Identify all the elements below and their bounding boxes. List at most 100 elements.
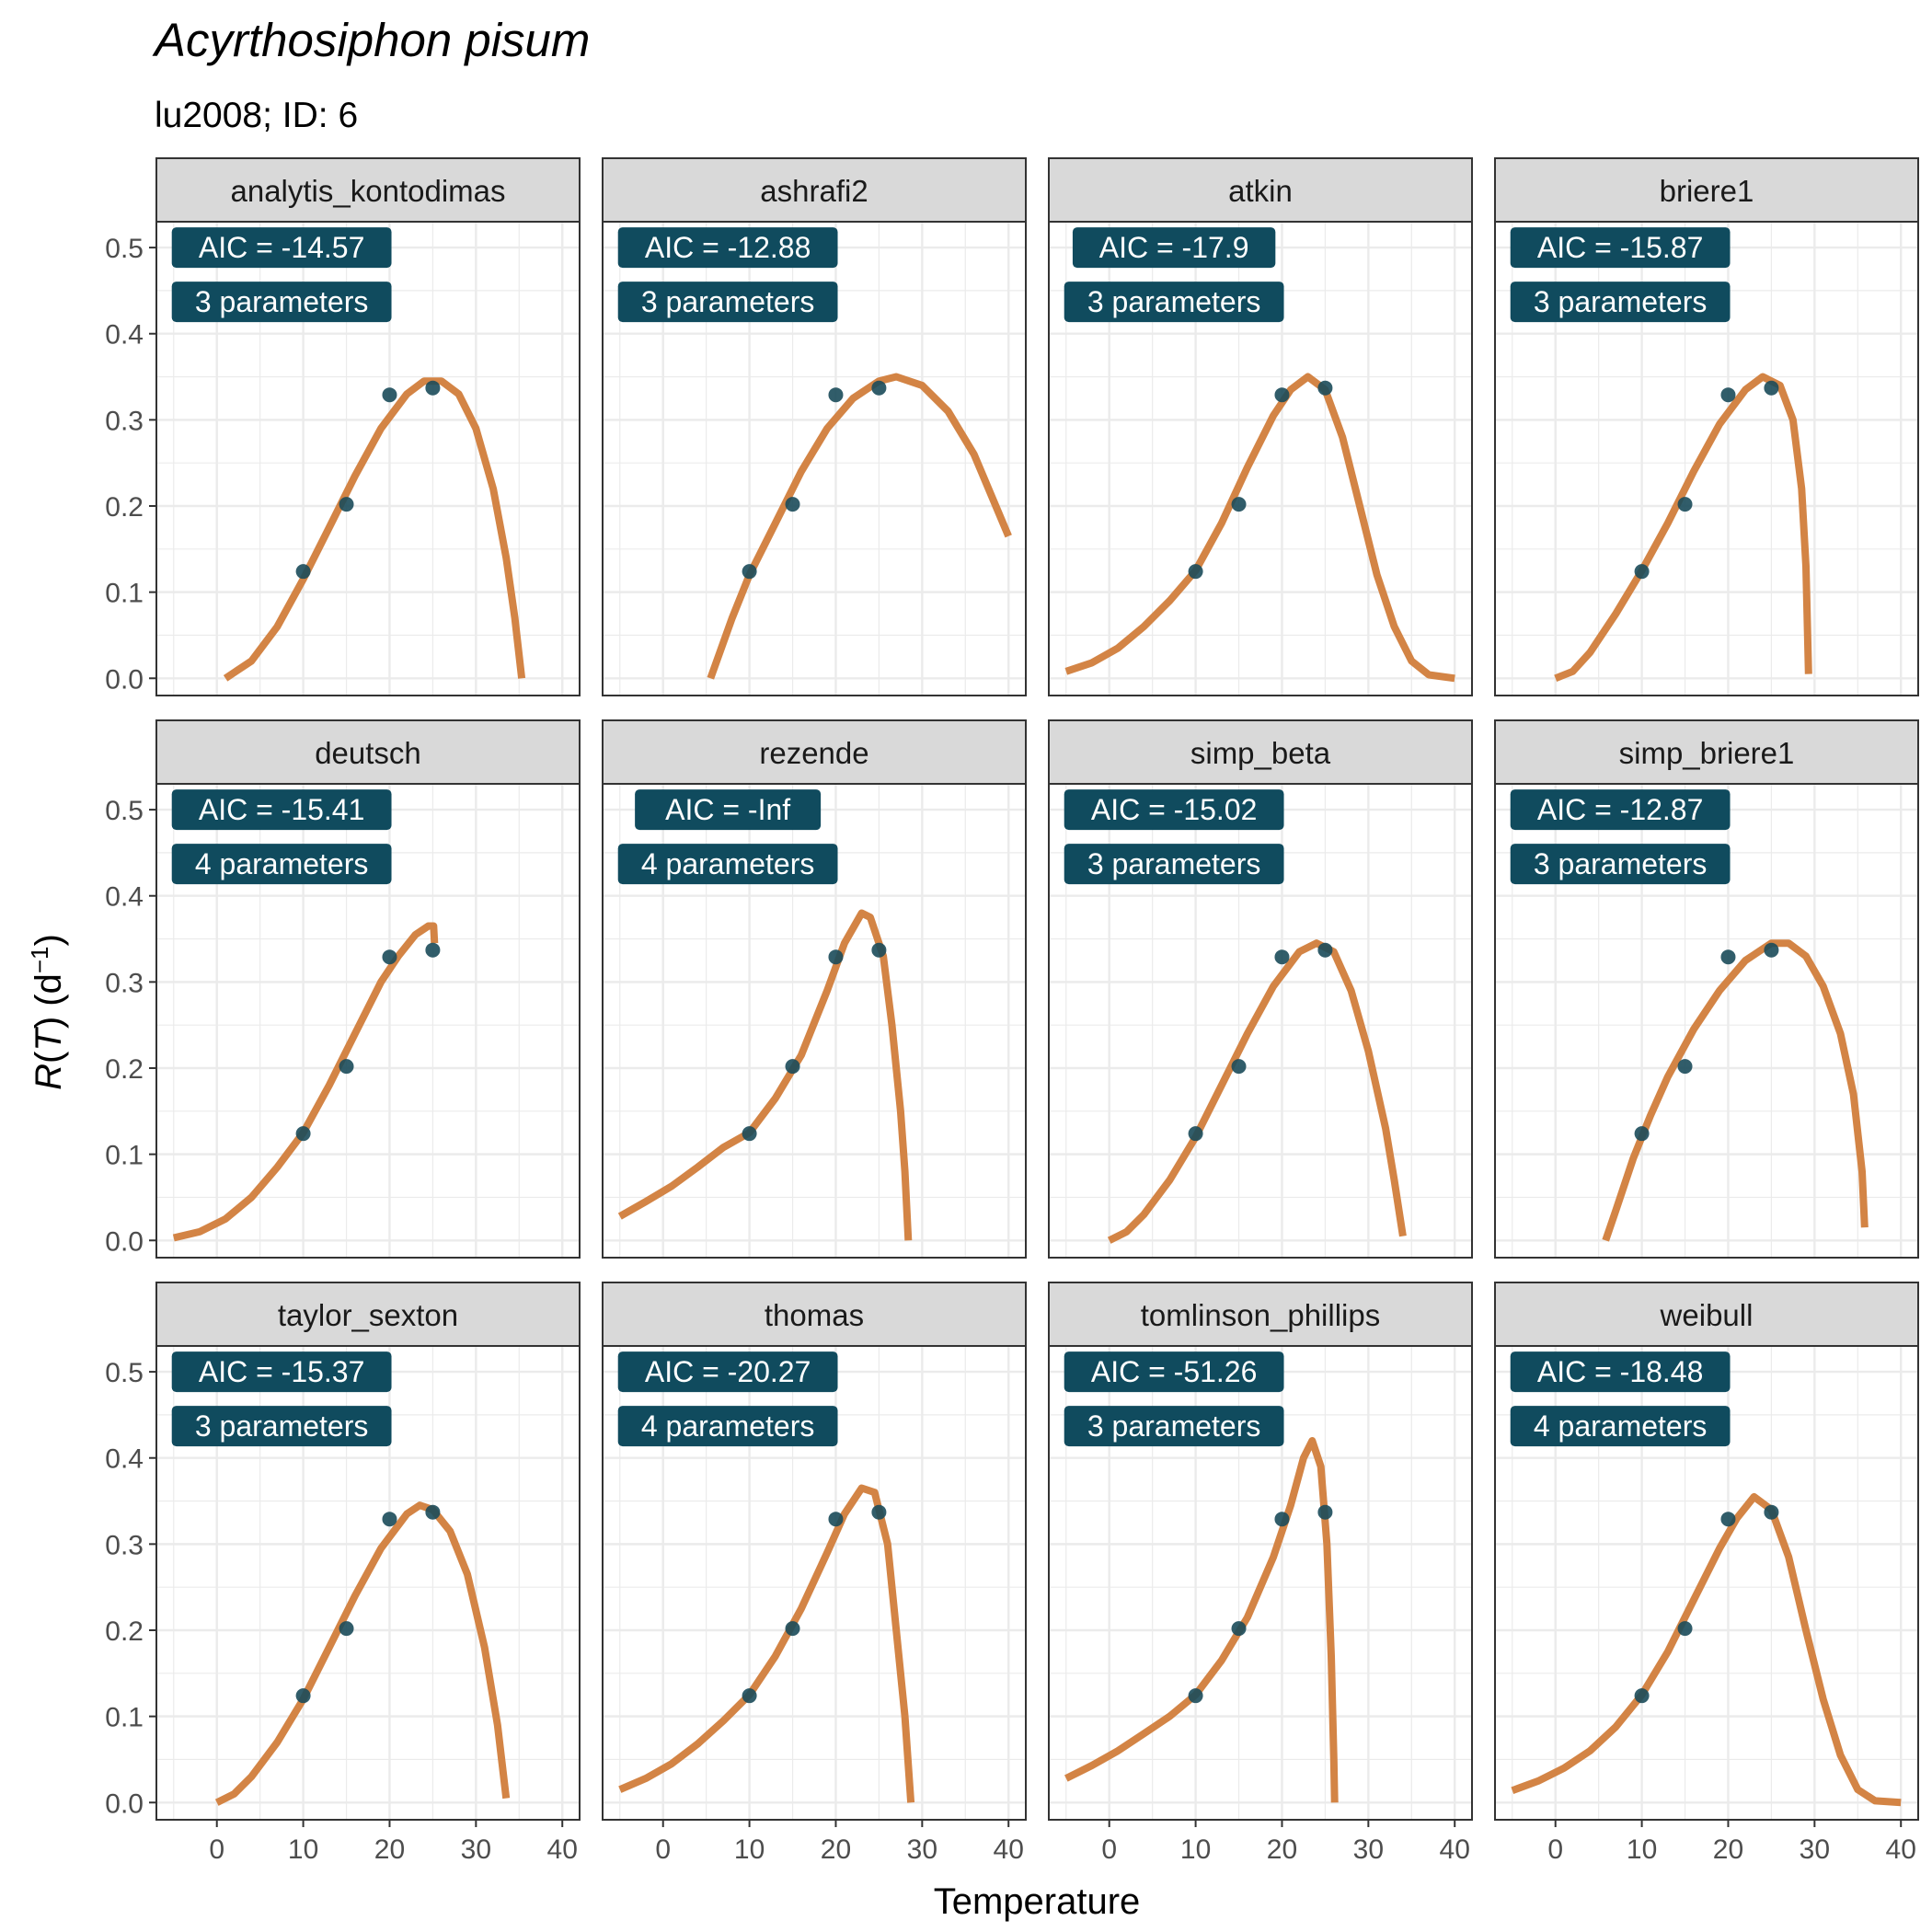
panel-border bbox=[1048, 783, 1473, 1259]
panel-rezende: rezende AIC = -Inf 4 parameters bbox=[602, 719, 1027, 1259]
x-tick-label: 20 bbox=[821, 1834, 851, 1865]
parameters-label: 3 parameters bbox=[641, 285, 815, 318]
aic-label: AIC = -18.48 bbox=[1537, 1355, 1704, 1388]
aic-label: AIC = -14.57 bbox=[199, 231, 365, 264]
data-point bbox=[425, 380, 441, 396]
data-point bbox=[785, 1059, 800, 1075]
parameters-label: 3 parameters bbox=[1534, 285, 1708, 318]
data-point bbox=[1188, 1688, 1203, 1704]
x-tick-label: 40 bbox=[994, 1834, 1024, 1865]
data-point bbox=[785, 1621, 800, 1637]
panel-border bbox=[155, 221, 581, 696]
y-tick-label: 0.1 bbox=[105, 579, 144, 609]
panel-border bbox=[1494, 783, 1919, 1259]
panel-ashrafi2: ashrafi2 AIC = -12.88 3 parameters bbox=[602, 157, 1027, 696]
panel-tomlinson_phillips: tomlinson_phillips AIC = -51.26 3 paramete… bbox=[1048, 1282, 1473, 1865]
aic-label-background bbox=[171, 789, 392, 831]
panel-simp_briere1: simp_briere1 AIC = -12.87 3 parameters bbox=[1494, 719, 1919, 1259]
y-tick-label: 0.4 bbox=[105, 320, 144, 351]
y-tick-label: 0.5 bbox=[105, 234, 144, 264]
parameters-label: 4 parameters bbox=[641, 1409, 815, 1443]
fit-curve bbox=[1064, 373, 1455, 683]
aic-label-background bbox=[1072, 227, 1276, 269]
parameters-label-background bbox=[1064, 1406, 1284, 1447]
aic-label: AIC = -Inf bbox=[665, 793, 790, 826]
data-point bbox=[1677, 1621, 1693, 1637]
data-point bbox=[1720, 1512, 1736, 1527]
strip-label: simp_briere1 bbox=[1619, 736, 1795, 770]
data-point bbox=[1720, 949, 1736, 965]
data-point bbox=[1317, 1504, 1333, 1520]
aic-label-background bbox=[635, 789, 822, 831]
x-tick-label: 30 bbox=[1800, 1834, 1830, 1865]
panel-deutsch: deutsch AIC = -15.41 4 parameters 0.0 0.1 0.2… bbox=[105, 719, 581, 1259]
y-tick-label: 0.2 bbox=[105, 1054, 144, 1085]
chart-title: Acyrthosiphon pisum bbox=[155, 14, 591, 66]
strip-background bbox=[1048, 1282, 1473, 1347]
x-tick-label: 30 bbox=[907, 1834, 937, 1865]
strip-label: analytis_kontodimas bbox=[231, 174, 506, 208]
y-tick-label: 0.3 bbox=[105, 1530, 144, 1560]
strip-label: rezende bbox=[759, 736, 868, 770]
y-tick-label: 0.1 bbox=[105, 1141, 144, 1171]
x-tick-label: 10 bbox=[734, 1834, 765, 1865]
aic-label: AIC = -12.88 bbox=[645, 231, 811, 264]
aic-label-background bbox=[1064, 1351, 1284, 1393]
x-axis-title: Temperature bbox=[934, 1881, 1141, 1922]
data-point bbox=[742, 564, 757, 580]
data-point bbox=[1720, 387, 1736, 403]
fit-curve bbox=[618, 1484, 915, 1803]
x-tick-label: 0 bbox=[209, 1834, 224, 1865]
data-point bbox=[1231, 1621, 1247, 1637]
panel-atkin: atkin AIC = -17.9 3 parameters bbox=[1048, 157, 1473, 696]
y-tick-label: 0.5 bbox=[105, 796, 144, 826]
x-tick-label: 30 bbox=[461, 1834, 491, 1865]
x-tick-label: 30 bbox=[1353, 1834, 1384, 1865]
aic-label: AIC = -15.02 bbox=[1091, 793, 1258, 826]
data-point bbox=[1317, 942, 1333, 958]
aic-label: AIC = -51.26 bbox=[1091, 1355, 1258, 1388]
data-point bbox=[295, 1688, 311, 1704]
data-point bbox=[1677, 1059, 1693, 1075]
panel-border bbox=[1494, 1345, 1919, 1821]
panel-border bbox=[602, 221, 1027, 696]
parameters-label-background bbox=[617, 844, 838, 885]
parameters-label-background bbox=[1064, 282, 1284, 323]
fit-curve bbox=[1107, 939, 1407, 1244]
aic-label: AIC = -15.37 bbox=[199, 1355, 365, 1388]
data-point bbox=[339, 1059, 354, 1075]
data-point bbox=[828, 387, 844, 403]
data-point bbox=[1764, 380, 1779, 396]
parameters-label: 3 parameters bbox=[1087, 847, 1261, 880]
parameters-label-background bbox=[617, 1406, 838, 1447]
fit-curve bbox=[1554, 373, 1812, 683]
panel-border bbox=[1048, 1345, 1473, 1821]
x-tick-label: 40 bbox=[547, 1834, 578, 1865]
parameters-label: 3 parameters bbox=[195, 1409, 369, 1443]
y-tick-label: 0.5 bbox=[105, 1358, 144, 1388]
fit-curve bbox=[214, 1501, 511, 1806]
panel-border bbox=[155, 1345, 581, 1821]
parameters-label: 4 parameters bbox=[1534, 1409, 1708, 1443]
panel-border bbox=[1048, 221, 1473, 696]
x-tick-label: 40 bbox=[1886, 1834, 1916, 1865]
strip-label: ashrafi2 bbox=[760, 174, 868, 208]
parameters-label: 3 parameters bbox=[195, 285, 369, 318]
strip-label: atkin bbox=[1228, 174, 1293, 208]
aic-label: AIC = -20.27 bbox=[645, 1355, 811, 1388]
x-tick-label: 10 bbox=[288, 1834, 318, 1865]
data-point bbox=[1274, 949, 1290, 965]
fit-curve bbox=[223, 377, 526, 682]
aic-label: AIC = -15.41 bbox=[199, 793, 365, 826]
aic-label-background bbox=[1510, 789, 1731, 831]
data-point bbox=[1634, 1126, 1650, 1142]
strip-background bbox=[1048, 719, 1473, 785]
parameters-label: 3 parameters bbox=[1087, 1409, 1261, 1443]
data-point bbox=[382, 949, 397, 965]
y-axis-title: R(T) (d−1) bbox=[26, 934, 69, 1090]
data-point bbox=[1764, 942, 1779, 958]
data-point bbox=[871, 380, 887, 396]
x-tick-label: 0 bbox=[1101, 1834, 1117, 1865]
parameters-label-background bbox=[171, 844, 392, 885]
